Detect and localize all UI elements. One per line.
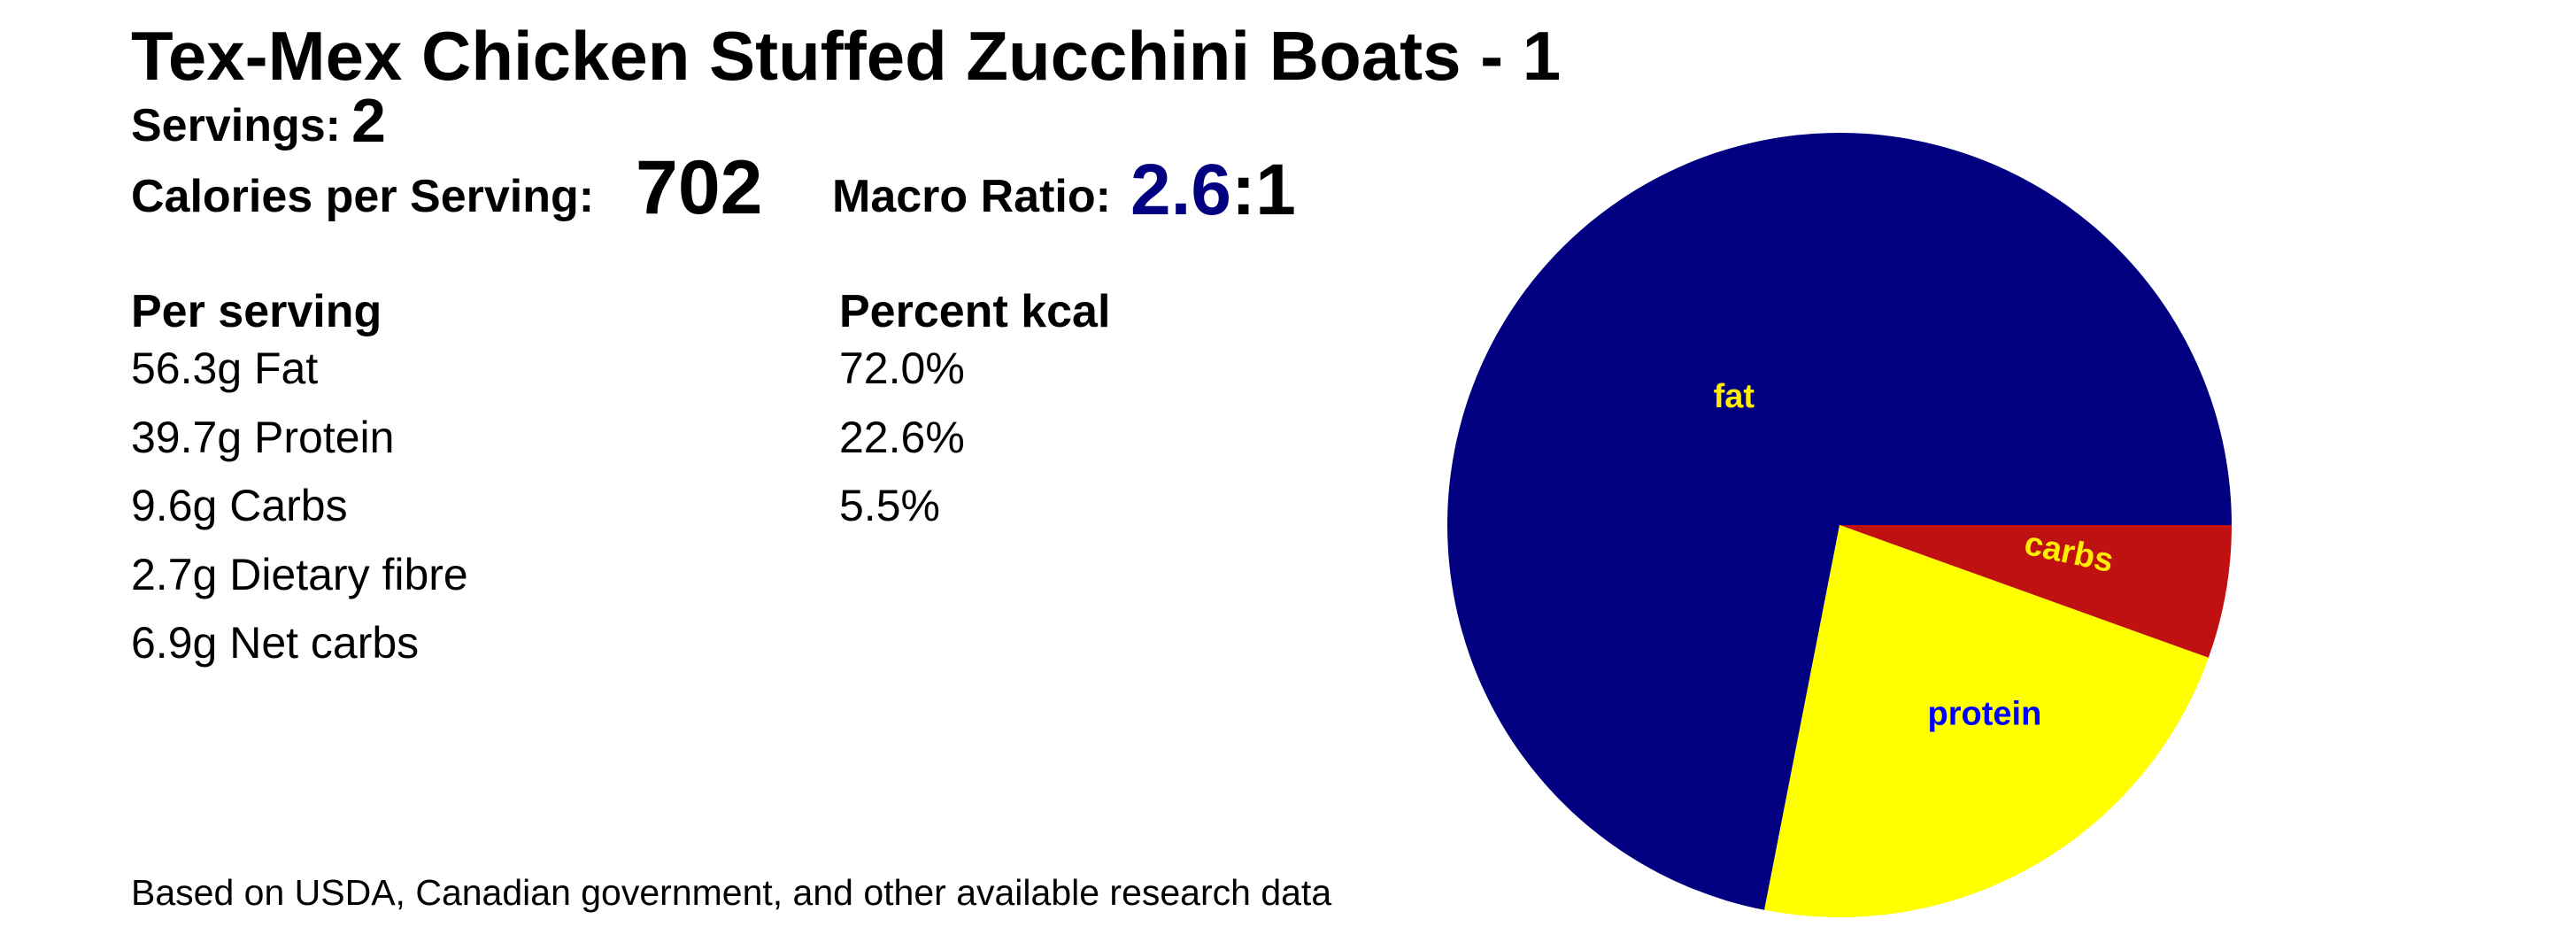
pie-label-protein: protein xyxy=(1928,696,2042,733)
servings-label: Servings: xyxy=(131,100,341,151)
protein-amount: 39.7g Protein xyxy=(131,412,395,462)
percent-kcal-header: Percent kcal xyxy=(839,286,1111,337)
macro-pie-chart: carbs protein fat xyxy=(1447,133,2232,917)
recipe-title: Tex-Mex Chicken Stuffed Zucchini Boats -… xyxy=(131,17,1562,95)
servings-value: 2 xyxy=(351,86,386,155)
protein-percent: 22.6% xyxy=(839,412,965,462)
calories-per-serving-label: Calories per Serving: xyxy=(131,171,595,222)
fat-percent: 72.0% xyxy=(839,344,965,393)
macro-ratio-suffix: :1 xyxy=(1231,150,1296,230)
macro-ratio-label: Macro Ratio: xyxy=(832,171,1111,222)
carbs-amount: 9.6g Carbs xyxy=(131,481,348,530)
pie-label-fat: fat xyxy=(1714,378,1755,415)
pie-slice-fat xyxy=(1447,133,2232,910)
macro-ratio: 2.6:1 xyxy=(1130,154,1296,227)
fibre-amount: 2.7g Dietary fibre xyxy=(131,549,468,599)
nutrition-table: 56.3g Fat 72.0% 39.7g Protein 22.6% 9.6g… xyxy=(131,335,1282,678)
netcarbs-percent xyxy=(839,609,1282,678)
pie-slice-carbs xyxy=(1839,525,2232,658)
carbs-percent: 5.5% xyxy=(839,481,940,530)
fibre-percent xyxy=(839,541,1282,610)
data-source-note: Based on USDA, Canadian government, and … xyxy=(131,872,1332,913)
macro-ratio-value: 2.6 xyxy=(1130,150,1231,230)
calories-per-serving-value: 702 xyxy=(636,145,763,230)
netcarbs-amount: 6.9g Net carbs xyxy=(131,618,420,668)
pie-slice-protein xyxy=(1764,525,2209,917)
fat-amount: 56.3g Fat xyxy=(131,344,319,393)
per-serving-header: Per serving xyxy=(131,286,382,337)
